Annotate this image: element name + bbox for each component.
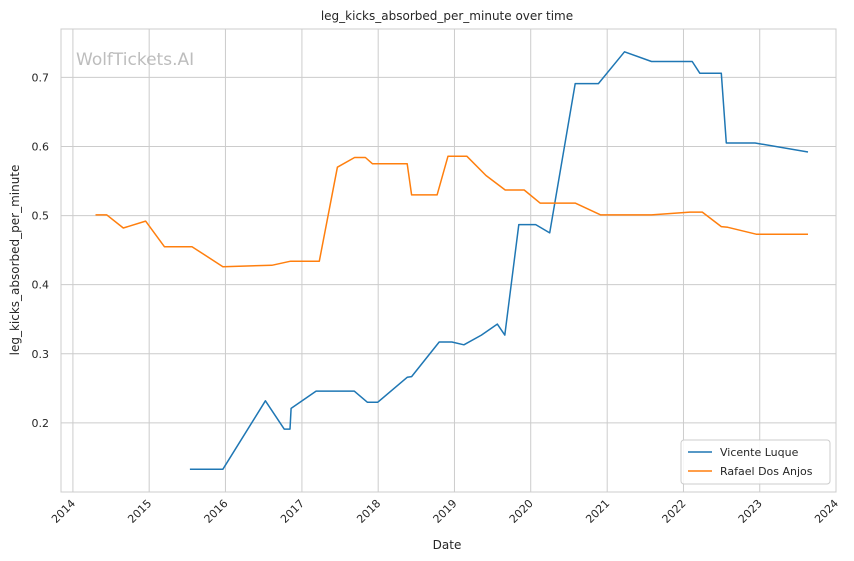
y-tick-labels: 0.2 0.3 0.4 0.5 0.6 0.7 (32, 71, 50, 430)
series-line-rafael-dos-anjos (95, 155, 808, 268)
legend-box (680, 439, 831, 485)
y-tick-label: 0.6 (32, 140, 50, 153)
y-axis-label: leg_kicks_absorbed_per_minute (8, 165, 22, 356)
chart-title: leg_kicks_absorbed_per_minute over time (321, 9, 573, 23)
legend-label-rafael-dos-anjos: Rafael Dos Anjos (720, 465, 813, 478)
y-tick-label: 0.2 (32, 417, 50, 430)
watermark: WolfTickets.AI (76, 50, 194, 70)
y-tick-label: 0.7 (32, 71, 50, 84)
series-line-vicente-luque (189, 51, 809, 470)
y-tick-label: 0.3 (32, 348, 50, 361)
series-layer (95, 51, 809, 470)
y-tick-label: 0.4 (32, 279, 50, 292)
legend-label-vicente-luque: Vicente Luque (720, 446, 799, 459)
x-axis-label: Date (433, 538, 462, 552)
plot-frame (60, 28, 837, 493)
y-tick-label: 0.5 (32, 210, 50, 223)
legend: Vicente Luque Rafael Dos Anjos (680, 439, 831, 485)
